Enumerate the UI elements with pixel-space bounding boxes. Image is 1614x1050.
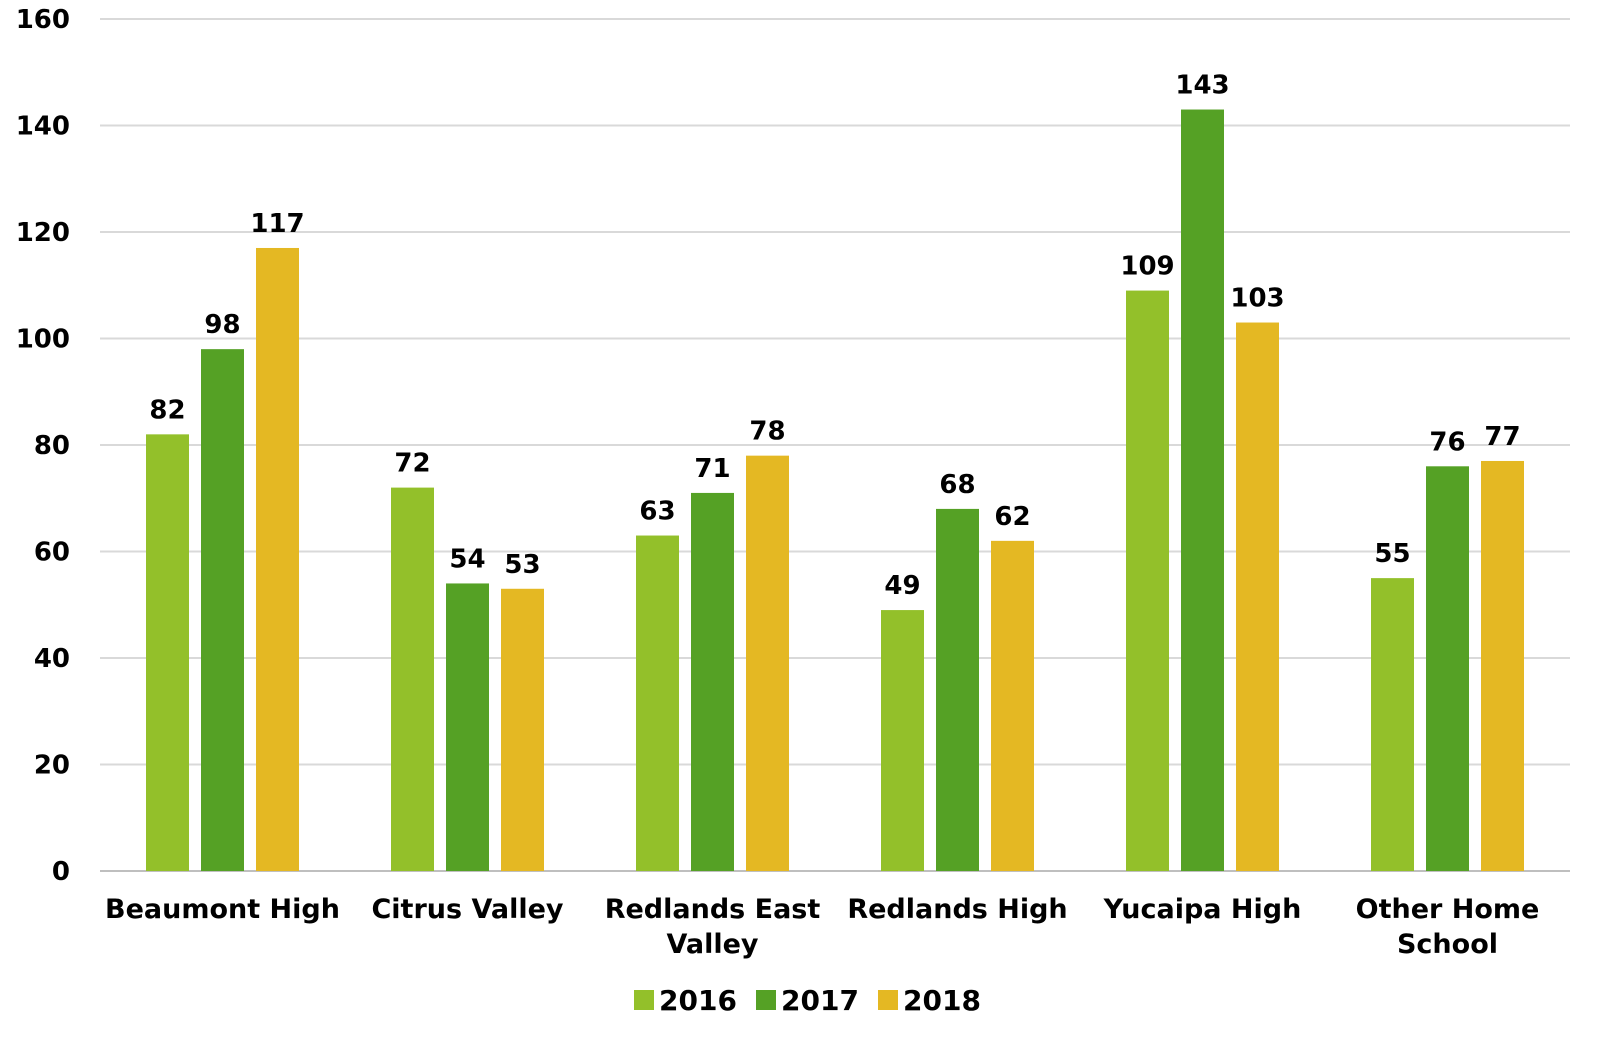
data-label: 49 <box>884 571 920 601</box>
bar-2018 <box>1236 322 1279 871</box>
bar-2016 <box>1126 290 1169 871</box>
x-tick-label: Yucaipa High <box>1103 894 1302 925</box>
y-tick-label: 20 <box>34 751 70 781</box>
legend-label-2016: 2016 <box>659 984 737 1017</box>
bar-2017 <box>691 492 734 871</box>
legend: 2016 2017 2018 <box>634 984 981 1017</box>
bar-2018 <box>501 588 544 871</box>
bar-2018 <box>746 455 789 871</box>
bar-2016 <box>146 434 189 871</box>
data-label: 143 <box>1175 71 1229 101</box>
bars <box>146 109 1524 872</box>
data-label: 71 <box>694 454 730 484</box>
y-tick-label: 40 <box>34 644 70 674</box>
data-label: 63 <box>639 497 675 527</box>
data-label: 109 <box>1120 252 1174 282</box>
x-tick-label: School <box>1397 929 1498 960</box>
legend-label-2017: 2017 <box>781 984 859 1017</box>
bar-2017 <box>1181 109 1224 871</box>
bar-2017 <box>936 508 979 871</box>
y-tick-label: 120 <box>16 218 70 248</box>
data-label: 77 <box>1484 422 1520 452</box>
data-label: 72 <box>394 449 430 479</box>
bar-2018 <box>1481 460 1524 871</box>
x-tick-label: Citrus Valley <box>371 894 563 925</box>
data-label: 82 <box>149 395 185 425</box>
bar-2018 <box>256 247 299 872</box>
y-tick-label: 140 <box>16 112 70 142</box>
y-axis: 0 20 40 60 80 100 120 140 160 <box>16 5 70 887</box>
x-tick-label: Redlands High <box>847 894 1067 925</box>
data-label: 68 <box>939 470 975 500</box>
bar-2017 <box>201 349 244 871</box>
y-tick-label: 100 <box>16 325 70 355</box>
bar-2018 <box>991 540 1034 871</box>
legend-swatch-2016 <box>634 990 654 1010</box>
bar-2016 <box>881 610 924 871</box>
y-tick-label: 0 <box>52 857 70 887</box>
y-tick-label: 60 <box>34 538 70 568</box>
legend-swatch-2017 <box>756 990 776 1010</box>
legend-swatch-2018 <box>878 990 898 1010</box>
bar-2016 <box>1371 578 1414 871</box>
bar-2016 <box>391 487 434 871</box>
data-label: 54 <box>449 544 485 574</box>
x-tick-label: Redlands East <box>605 894 821 925</box>
data-label: 117 <box>250 209 304 239</box>
y-tick-label: 80 <box>34 431 70 461</box>
y-tick-label: 160 <box>16 5 70 35</box>
data-label: 55 <box>1374 539 1410 569</box>
data-label: 76 <box>1429 427 1465 457</box>
data-labels: 82 98 117 72 54 53 63 71 78 49 68 62 109 143 103 55 76 77 <box>149 71 1520 602</box>
data-label: 103 <box>1230 284 1284 314</box>
legend-label-2018: 2018 <box>903 984 981 1017</box>
bar-2016 <box>636 535 679 871</box>
x-tick-label: Other Home <box>1356 894 1540 925</box>
x-tick-label: Valley <box>666 929 758 960</box>
data-label: 78 <box>749 417 785 447</box>
x-tick-label: Beaumont High <box>105 894 340 925</box>
data-label: 62 <box>994 502 1030 532</box>
bar-2017 <box>1426 466 1469 871</box>
data-label: 53 <box>504 550 540 580</box>
bar-2017 <box>446 583 489 871</box>
x-axis: Beaumont High Citrus Valley Redlands East V… <box>105 894 1539 960</box>
data-label: 98 <box>204 310 240 340</box>
gridlines <box>100 18 1570 872</box>
